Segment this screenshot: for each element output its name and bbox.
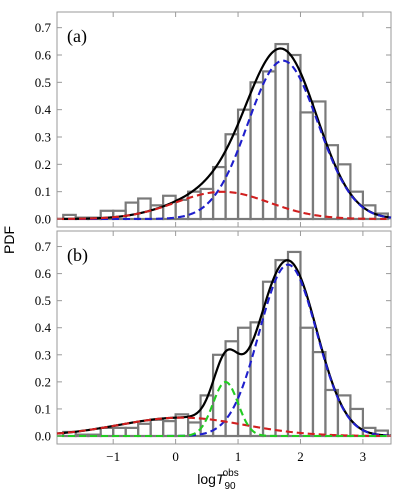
panel-b-label: (b) — [67, 245, 88, 266]
panel-a-y-tick-label: 0.5 — [35, 75, 51, 90]
x-axis-title-base: log — [197, 471, 216, 487]
panel-b-histogram-bar — [99, 426, 115, 438]
panel-a-y-tick-label: 0.1 — [35, 184, 51, 199]
panel-b: 0.0 0.1 0.2 0.3 0.4 0.5 0.6 0.7 −1 0 1 2 3 (b) — [35, 230, 392, 464]
panel-b-y-tick-label: 0.6 — [35, 266, 52, 281]
panel-a-y-tick-label: 0.2 — [35, 157, 51, 172]
panel-a-y-tick-label: 0.3 — [35, 130, 51, 145]
panel-b-histogram-bar — [149, 418, 165, 438]
x-axis-title-sub: 90 — [225, 481, 237, 492]
panel-a-curve-3 — [56, 190, 392, 221]
panel-a-curve-2 — [57, 59, 392, 221]
panel-b-histogram-bar — [274, 258, 290, 438]
panel-b-histogram-bar — [199, 394, 215, 438]
panel-a-histogram-bar — [211, 165, 227, 221]
panel-b-y-tick-label: 0.5 — [35, 293, 51, 308]
panel-a-histogram-bar — [137, 197, 152, 221]
panel-b-y-tick-label: 0.2 — [35, 374, 51, 389]
panel-a-y-tick-label: 0.6 — [35, 48, 52, 63]
panel-b-x-tick-label: 2 — [297, 449, 304, 464]
panel-b-histogram-bar — [324, 388, 340, 438]
panel-b-y-tick-label: 0.7 — [35, 239, 52, 254]
panel-b-y-tick-label: 0.3 — [35, 347, 51, 362]
panel-b-curve-4 — [57, 381, 391, 438]
panel-b-histogram-bar — [162, 420, 177, 438]
panel-b-curve-3 — [56, 416, 391, 437]
x-axis-title-symbol: T — [216, 471, 226, 487]
panel-b-histogram-bar — [211, 353, 227, 438]
panel-a-histogram-bar — [261, 70, 277, 221]
panel-b-x-tick-label: 1 — [235, 449, 242, 464]
panel-b-x-tick-label: −1 — [106, 449, 120, 464]
panel-b-curve-2 — [57, 263, 392, 438]
panel-a-y-tick-label: 0.0 — [35, 212, 51, 227]
panel-b-x-tick-label: 3 — [360, 449, 367, 464]
panel-a-histogram-bar — [236, 108, 252, 221]
panel-b-frame — [56, 230, 392, 445]
panel-b-histogram-bar — [311, 350, 327, 438]
panel-b-histogram-bar — [137, 422, 152, 438]
panel-a-histogram-bar — [274, 42, 290, 221]
x-axis-title: logT90 obs — [197, 468, 239, 492]
panel-a-histogram-bar — [162, 194, 177, 221]
panel-b-x-tick-label: 0 — [172, 449, 179, 464]
panel-b-curve-1 — [56, 259, 392, 437]
panel-a-histogram-bar — [286, 53, 302, 221]
y-axis-title: PDF — [1, 226, 17, 254]
panel-a: 0.0 0.1 0.2 0.3 0.4 0.5 0.6 0.7 (a) — [35, 11, 392, 228]
panel-b-y-tick-label: 0.0 — [35, 429, 51, 444]
panel-b-y-tick-label: 0.4 — [35, 320, 52, 335]
x-axis-title-sup: obs — [223, 468, 239, 479]
panel-b-histogram-bar — [112, 426, 127, 438]
panel-b-histogram-bar — [299, 326, 315, 438]
panel-a-histogram-bar — [361, 204, 377, 221]
panel-a-histogram-bar — [299, 111, 315, 221]
panel-a-curve-1 — [56, 47, 392, 221]
panel-b-histogram-bar — [124, 426, 140, 438]
panel-b-histogram-bar — [286, 250, 302, 438]
panel-a-y-tick-label: 0.7 — [35, 20, 52, 35]
panel-a-y-tick-label: 0.4 — [35, 102, 52, 117]
panel-b-y-tick-label: 0.1 — [35, 401, 51, 416]
panel-a-label: (a) — [67, 26, 87, 47]
panel-a-frame — [56, 11, 392, 228]
panel-a-histogram-bar — [311, 100, 327, 221]
